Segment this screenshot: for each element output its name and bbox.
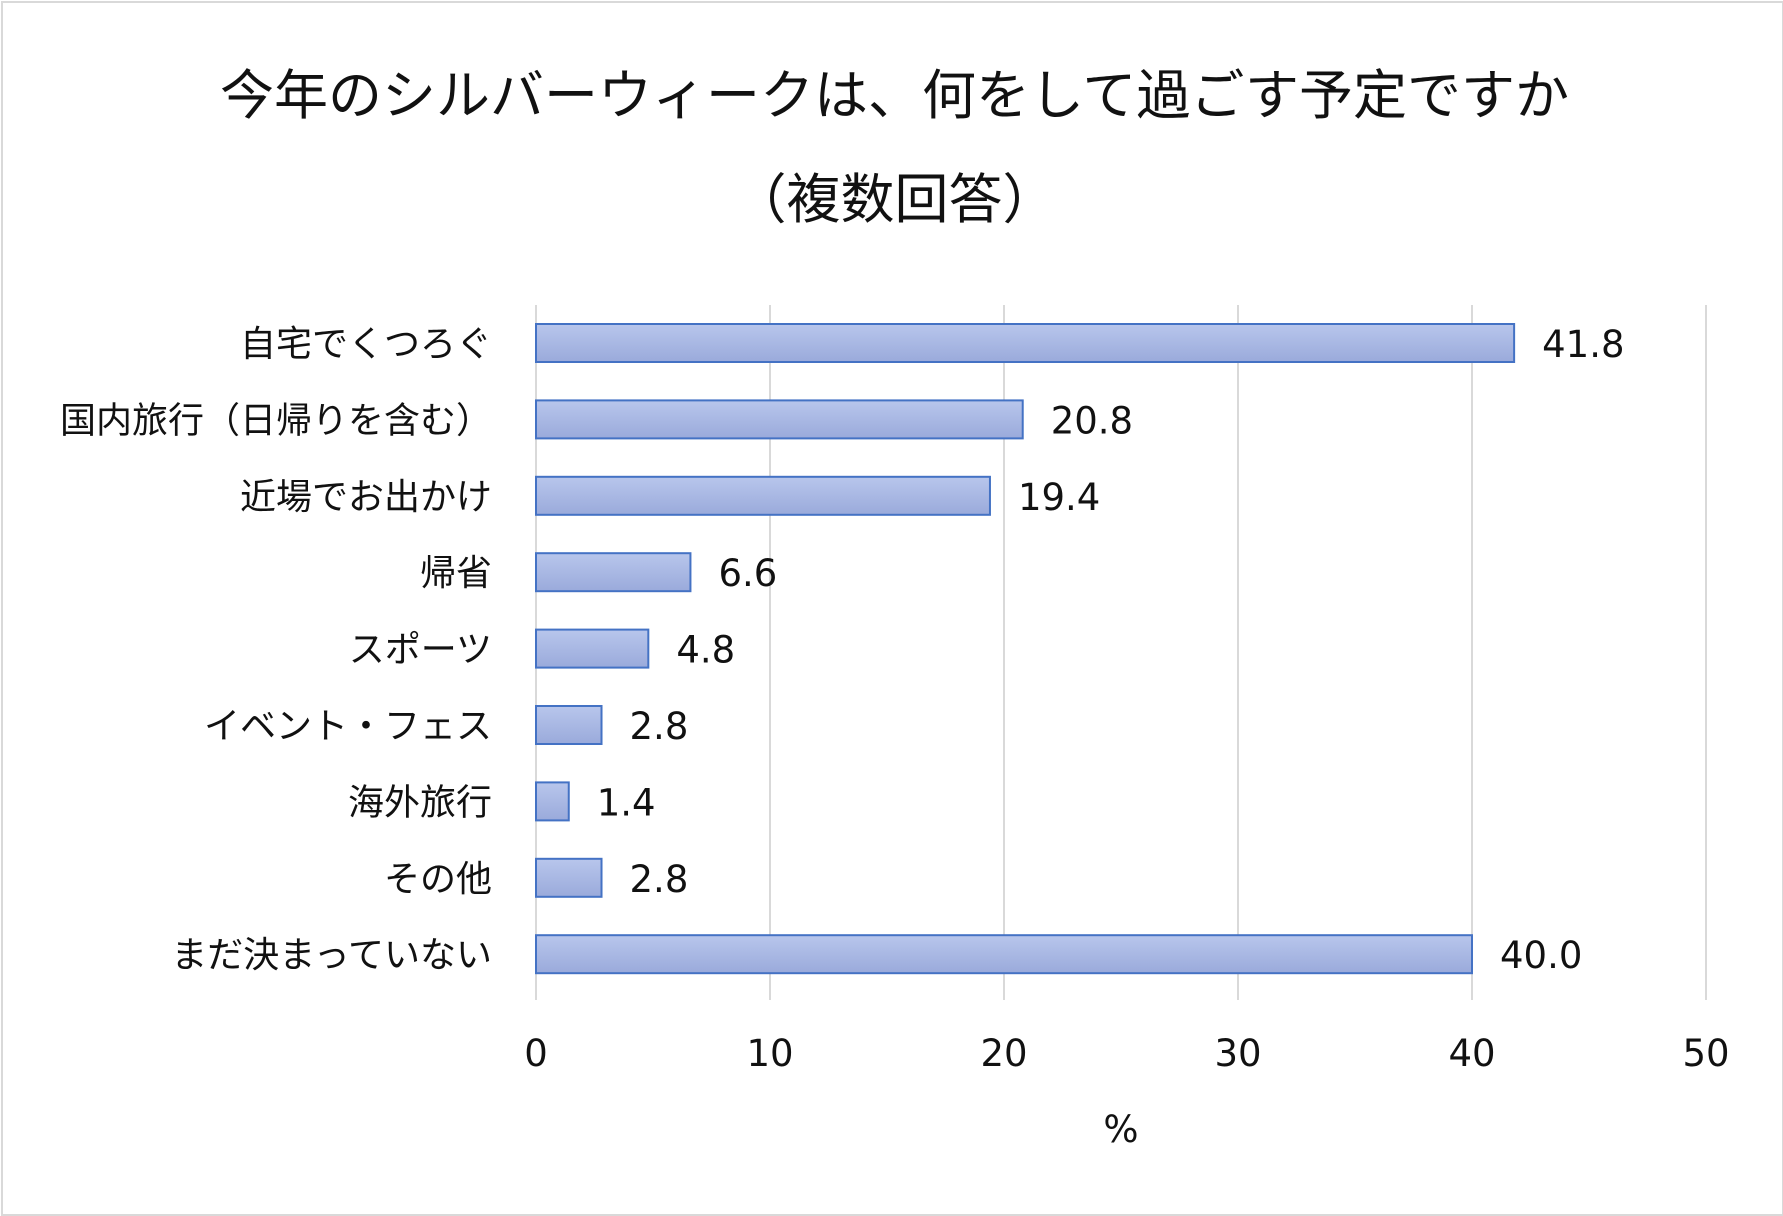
x-axis-title: % xyxy=(1103,1108,1138,1151)
x-tick-label: 20 xyxy=(980,1032,1027,1075)
data-label: 2.8 xyxy=(630,858,689,901)
category-label: 海外旅行 xyxy=(348,782,492,823)
category-label: スポーツ xyxy=(349,630,492,671)
data-label: 6.6 xyxy=(718,552,777,595)
category-label: まだ決まっていない xyxy=(171,935,492,976)
bar xyxy=(535,705,603,745)
bar xyxy=(535,857,603,898)
x-tick-label: 30 xyxy=(1214,1032,1261,1075)
x-tick-label: 0 xyxy=(524,1032,548,1075)
data-label: 4.8 xyxy=(676,629,735,672)
category-label: 帰省 xyxy=(420,553,492,594)
category-label: イベント・フェス xyxy=(204,706,492,747)
category-label: 国内旅行（日帰りを含む） xyxy=(60,400,492,441)
category-label: その他 xyxy=(384,859,492,900)
bar xyxy=(535,323,1516,363)
data-label: 41.8 xyxy=(1542,323,1624,366)
value-labels: 41.8 20.8 19.4 6.6 4.8 2.8 1.4 2.8 40.0 xyxy=(597,323,1625,977)
bar xyxy=(535,628,650,669)
data-label: 40.0 xyxy=(1500,934,1582,977)
data-label: 19.4 xyxy=(1018,476,1100,519)
bar xyxy=(535,781,570,822)
data-label: 20.8 xyxy=(1051,399,1133,442)
chart-subtitle: （複数回答） xyxy=(732,168,1057,231)
bars xyxy=(535,323,1516,975)
category-label: 近場でお出かけ xyxy=(240,477,492,518)
category-label: 自宅でくつろぐ xyxy=(240,324,492,365)
bar xyxy=(535,399,1024,440)
data-label: 1.4 xyxy=(597,781,656,824)
data-label: 2.8 xyxy=(630,705,689,748)
bar xyxy=(535,552,692,593)
tick-labels: 0 10 20 30 40 50 xyxy=(524,1032,1729,1075)
x-tick-label: 10 xyxy=(746,1032,793,1075)
bar xyxy=(535,934,1473,975)
chart-title: 今年のシルバーウィークは、何をして過ごす予定ですか xyxy=(220,64,1569,127)
x-tick-label: 40 xyxy=(1448,1032,1495,1075)
bar xyxy=(535,475,991,516)
x-tick-label: 50 xyxy=(1682,1032,1729,1075)
